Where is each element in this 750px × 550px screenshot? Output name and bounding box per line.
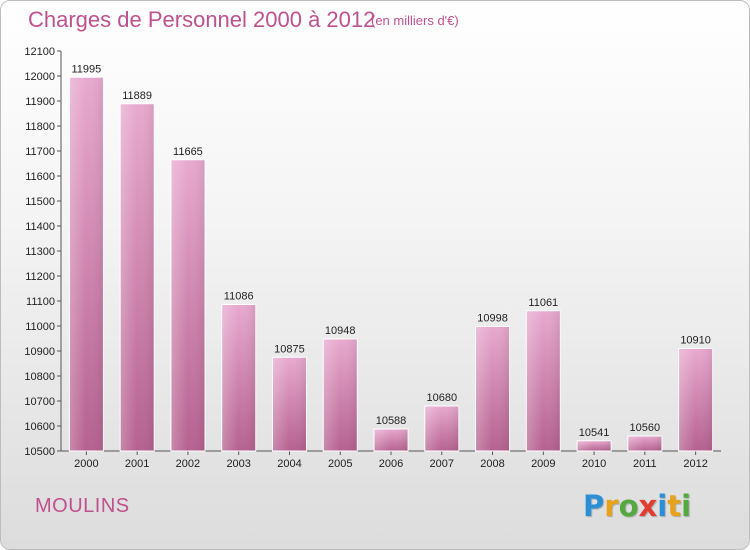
chart-subtitle: (en milliers d'€) <box>371 13 459 28</box>
chart-axes: 10500 10600 10700 10800 10900 11000 11100 11200… <box>24 46 721 458</box>
bar-shine <box>526 310 561 451</box>
bar-shine <box>170 159 205 451</box>
bar-shine <box>374 429 408 451</box>
data-label: 11086 <box>224 291 254 303</box>
y-tick-label: 10900 <box>24 346 55 358</box>
y-tick-label: 11000 <box>25 321 55 333</box>
data-label: 10588 <box>376 415 407 427</box>
commune-name: MOULINS <box>35 495 130 517</box>
y-tick-label: 11900 <box>25 96 55 108</box>
x-tick-label: 2012 <box>683 458 707 470</box>
bar-shine <box>475 326 510 451</box>
bar-shine <box>627 436 662 451</box>
x-tick-label: 2001 <box>125 458 149 470</box>
bar-shine <box>272 357 307 451</box>
y-tick-label: 11400 <box>25 221 55 233</box>
x-tick-label: 2006 <box>379 458 403 470</box>
chart-bars <box>68 76 714 452</box>
x-tick-label: 2005 <box>328 458 352 470</box>
bar-shine <box>120 103 155 451</box>
data-label: 10541 <box>579 427 610 439</box>
y-tick-label: 12000 <box>24 71 55 83</box>
data-label: 10875 <box>274 343 305 355</box>
bar-shine <box>323 339 358 451</box>
x-tick-label: 2011 <box>633 458 657 470</box>
bar-shine <box>69 77 104 451</box>
y-tick-label: 11700 <box>25 146 55 158</box>
logo-letter: r <box>604 489 619 523</box>
data-label: 10998 <box>477 313 508 325</box>
x-tick-label: 2008 <box>480 458 504 470</box>
bar-shine <box>678 348 713 451</box>
x-tick-label: 2007 <box>430 458 454 470</box>
logo-letter: o <box>618 489 639 523</box>
y-tick-label: 11200 <box>25 271 55 283</box>
data-label: 10680 <box>426 392 457 404</box>
data-label: 11665 <box>173 146 203 158</box>
x-tick-label: 2009 <box>531 458 555 470</box>
proxiti-logo[interactable]: Proxiti <box>583 489 691 523</box>
chart-labels: 11995 2000 11889 2001 11665 2002 11086 2003 1087… <box>71 63 710 470</box>
logo-letter: x <box>638 489 658 523</box>
logo-letter: i <box>681 489 692 523</box>
data-label: 11889 <box>122 90 152 102</box>
x-tick-label: 2004 <box>277 458 301 470</box>
y-tick-label: 10700 <box>24 396 55 408</box>
y-tick-label: 11500 <box>25 196 55 208</box>
y-tick-label: 11100 <box>26 296 55 308</box>
data-label: 11995 <box>71 63 101 75</box>
y-tick-label: 11800 <box>25 121 55 133</box>
x-tick-label: 2000 <box>74 458 98 470</box>
y-tick-label: 12100 <box>24 46 55 58</box>
bar-shine <box>577 440 612 451</box>
y-tick-label: 10600 <box>24 421 55 433</box>
logo-letter: i <box>657 489 668 523</box>
y-tick-label: 10800 <box>24 371 55 383</box>
y-tick-label: 11600 <box>25 171 55 183</box>
data-label: 10948 <box>325 325 356 337</box>
data-label: 11061 <box>528 297 558 309</box>
y-tick-label: 11300 <box>25 246 55 258</box>
x-tick-label: 2002 <box>176 458 200 470</box>
logo-letter: t <box>667 489 682 523</box>
chart-title: Charges de Personnel 2000 à 2012 <box>28 7 376 32</box>
y-tick-label: 10500 <box>24 446 55 458</box>
x-tick-label: 2003 <box>226 458 250 470</box>
bar-shine <box>221 304 256 451</box>
x-tick-label: 2010 <box>582 458 606 470</box>
data-label: 10560 <box>630 422 661 434</box>
data-label: 10910 <box>680 335 711 347</box>
bar-shine <box>424 406 459 451</box>
logo-letter: P <box>583 489 605 523</box>
